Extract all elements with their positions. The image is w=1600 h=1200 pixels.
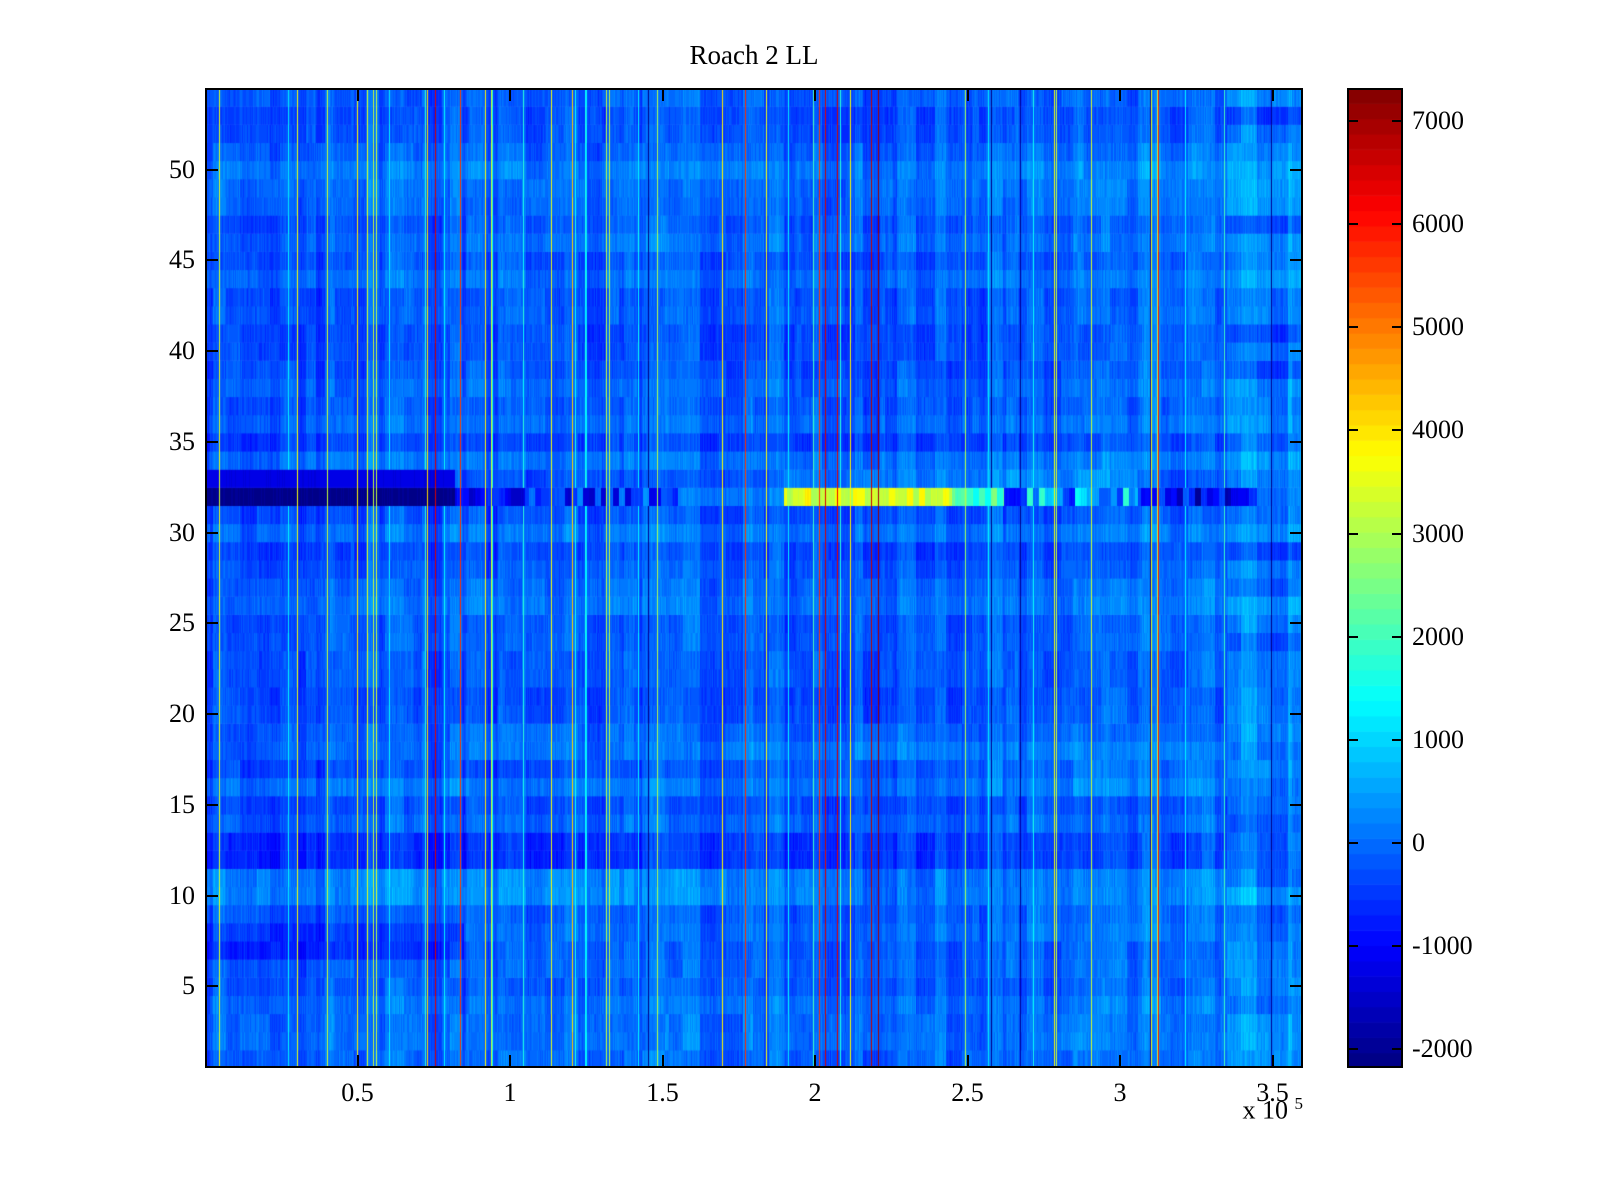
- colorbar-tick-left: [1349, 120, 1358, 122]
- colorbar-tick-right: [1392, 635, 1401, 638]
- y-axis-tick-left: [207, 894, 218, 897]
- colorbar-tick-label: -2000: [1412, 1034, 1473, 1064]
- y-tick-label: 15: [169, 789, 195, 819]
- x-tick-label: 2: [808, 1078, 822, 1107]
- x-axis-tick-top: [509, 90, 511, 101]
- colorbar-tick-label: -1000: [1412, 931, 1473, 961]
- x-tick-label: 2.5: [951, 1078, 984, 1107]
- x-axis-tick-top: [966, 90, 969, 101]
- y-axis-tick-right: [1290, 440, 1301, 443]
- colorbar-tick-left: [1349, 223, 1358, 226]
- colorbar-tick-left: [1349, 326, 1358, 329]
- y-tick-label: 30: [169, 517, 195, 547]
- exponent-value-text: 5: [1294, 1094, 1304, 1113]
- y-tick-label: 45: [169, 245, 195, 275]
- exponent-base-text: x 10: [1242, 1095, 1289, 1125]
- x-tick-label: 1.5: [646, 1078, 679, 1107]
- x-axis-tick-top: [661, 90, 664, 101]
- colorbar-tick-right: [1392, 738, 1401, 741]
- y-axis-tick-left: [207, 985, 218, 988]
- y-tick-label: 50: [169, 154, 195, 184]
- colorbar-tick-left: [1349, 738, 1358, 741]
- y-axis-tick-left: [207, 259, 218, 262]
- x-axis-tick-bottom: [356, 1055, 359, 1066]
- colorbar-tick-right: [1392, 326, 1401, 329]
- colorbar-tick-label: 0: [1412, 828, 1425, 858]
- colorbar-tick-left: [1349, 635, 1358, 638]
- y-axis-tick-right: [1290, 259, 1301, 262]
- y-axis-tick-left: [207, 713, 218, 716]
- y-tick-label: 10: [169, 880, 195, 910]
- heatmap-canvas: [205, 88, 1303, 1068]
- colorbar-tick-right: [1392, 429, 1401, 432]
- x-axis-tick-bottom: [1119, 1055, 1121, 1066]
- y-axis-tick-right: [1290, 803, 1301, 806]
- y-axis-tick-left: [207, 803, 218, 806]
- x-axis-tick-top: [1119, 90, 1121, 101]
- y-axis-tick-left: [207, 350, 218, 353]
- colorbar-tick-left: [1349, 842, 1358, 845]
- y-axis-tick-left: [207, 622, 218, 625]
- y-axis-tick-right: [1290, 622, 1301, 625]
- colorbar-tick-left: [1349, 429, 1358, 432]
- y-axis-tick-right: [1290, 985, 1301, 988]
- y-axis-tick-right: [1290, 713, 1301, 716]
- colorbar-tick-right: [1392, 1048, 1401, 1051]
- x-tick-label: 0.5: [341, 1078, 374, 1107]
- colorbar-tick-label: 3000: [1412, 518, 1464, 548]
- chart-title: Roach 2 LL: [689, 40, 819, 70]
- x-tick-label: 1: [503, 1078, 517, 1107]
- y-tick-label: 40: [169, 336, 195, 366]
- colorbar-canvas: [1347, 88, 1403, 1068]
- y-tick-label: 5: [182, 971, 195, 1001]
- x-axis-tick-top: [814, 90, 816, 101]
- y-axis-tick-right: [1290, 531, 1301, 534]
- colorbar-tick-right: [1392, 532, 1401, 535]
- x-tick-label: 3.5: [1256, 1078, 1289, 1107]
- y-axis-tick-right: [1290, 350, 1301, 353]
- colorbar-tick-right: [1392, 945, 1401, 948]
- x-axis-tick-bottom: [814, 1055, 816, 1066]
- colorbar-tick-label: 7000: [1412, 106, 1464, 135]
- x-axis-exponent-label: x 10 5: [1103, 1094, 1304, 1126]
- colorbar-tick-right: [1392, 120, 1401, 122]
- colorbar-tick-label: 1000: [1412, 724, 1464, 754]
- colorbar-tick-left: [1349, 1048, 1358, 1051]
- colorbar-tick-label: 2000: [1412, 621, 1464, 651]
- colorbar-tick-right: [1392, 223, 1401, 226]
- x-tick-label: 3: [1113, 1078, 1127, 1107]
- colorbar-tick-left: [1349, 532, 1358, 535]
- y-tick-label: 35: [169, 426, 195, 456]
- colorbar-tick-label: 4000: [1412, 415, 1464, 445]
- colorbar-tick-left: [1349, 945, 1358, 948]
- colorbar-tick-right: [1392, 842, 1401, 845]
- colorbar-tick-label: 5000: [1412, 312, 1464, 342]
- y-tick-label: 20: [169, 699, 195, 729]
- x-axis-tick-bottom: [509, 1055, 511, 1066]
- x-axis-tick-bottom: [1271, 1055, 1274, 1066]
- x-axis-tick-bottom: [661, 1055, 664, 1066]
- colorbar-tick-label: 6000: [1412, 209, 1464, 239]
- y-axis-tick-right: [1290, 894, 1301, 897]
- y-axis-tick-left: [207, 440, 218, 443]
- y-axis-tick-left: [207, 168, 218, 171]
- x-axis-tick-top: [356, 90, 359, 101]
- y-axis-tick-right: [1290, 168, 1301, 171]
- y-tick-label: 25: [169, 608, 195, 638]
- x-axis-tick-bottom: [966, 1055, 969, 1066]
- x-axis-tick-top: [1271, 90, 1274, 101]
- y-axis-tick-left: [207, 531, 218, 534]
